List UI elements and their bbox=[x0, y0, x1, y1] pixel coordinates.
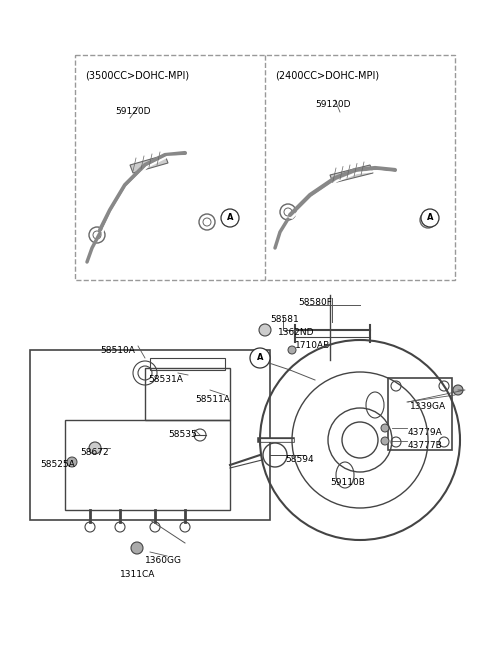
Text: (3500CC>DOHC-MPI): (3500CC>DOHC-MPI) bbox=[85, 70, 189, 80]
Text: 58531A: 58531A bbox=[148, 375, 183, 384]
Text: (2400CC>DOHC-MPI): (2400CC>DOHC-MPI) bbox=[275, 70, 379, 80]
Text: 58511A: 58511A bbox=[195, 395, 230, 404]
Circle shape bbox=[131, 542, 143, 554]
Circle shape bbox=[89, 442, 101, 454]
Text: A: A bbox=[227, 213, 233, 222]
Polygon shape bbox=[130, 155, 168, 173]
Text: 59110B: 59110B bbox=[330, 478, 365, 487]
Text: A: A bbox=[257, 354, 263, 363]
Circle shape bbox=[288, 346, 296, 354]
Text: 59120D: 59120D bbox=[115, 107, 151, 116]
Text: 58594: 58594 bbox=[285, 455, 313, 464]
Text: 58580F: 58580F bbox=[298, 298, 332, 307]
Polygon shape bbox=[330, 165, 373, 183]
Text: 1710AB: 1710AB bbox=[295, 341, 330, 350]
Text: 43779A: 43779A bbox=[408, 428, 443, 437]
Circle shape bbox=[381, 424, 389, 432]
Text: 58535: 58535 bbox=[168, 430, 197, 439]
Text: 1362ND: 1362ND bbox=[278, 328, 314, 337]
Circle shape bbox=[381, 437, 389, 445]
Text: 1339GA: 1339GA bbox=[410, 402, 446, 411]
Text: 58672: 58672 bbox=[80, 448, 108, 457]
Circle shape bbox=[250, 348, 270, 368]
Text: A: A bbox=[427, 213, 433, 222]
Circle shape bbox=[221, 209, 239, 227]
Circle shape bbox=[259, 324, 271, 336]
Text: 43777B: 43777B bbox=[408, 441, 443, 450]
Text: 58510A: 58510A bbox=[100, 346, 135, 355]
Text: 58525A: 58525A bbox=[40, 460, 75, 469]
Text: 59120D: 59120D bbox=[315, 100, 350, 109]
Text: 58581: 58581 bbox=[270, 315, 299, 324]
Text: 1311CA: 1311CA bbox=[120, 570, 156, 579]
Circle shape bbox=[453, 385, 463, 395]
Circle shape bbox=[421, 209, 439, 227]
Circle shape bbox=[67, 457, 77, 467]
Text: 1360GG: 1360GG bbox=[145, 556, 182, 565]
